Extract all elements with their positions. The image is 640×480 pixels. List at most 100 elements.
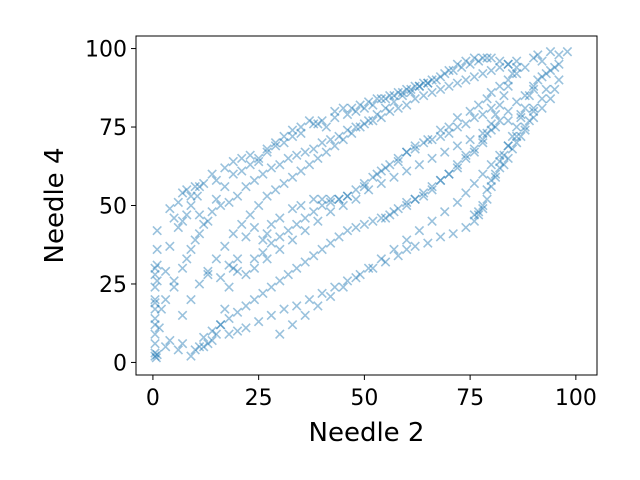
data-point <box>520 125 530 135</box>
data-point <box>154 323 165 333</box>
y-axis-ticks: 0 25 50 75 100 <box>85 38 136 376</box>
x-axis-ticks: 0 25 50 75 100 <box>146 375 597 411</box>
data-point <box>245 150 255 161</box>
data-point <box>444 65 454 76</box>
data-point <box>198 178 209 189</box>
data-point <box>192 191 203 201</box>
data-point <box>528 112 539 123</box>
data-point <box>418 188 429 198</box>
data-point <box>423 134 433 145</box>
data-point <box>325 197 336 208</box>
data-point <box>503 59 513 70</box>
data-point <box>482 94 492 104</box>
data-point <box>224 313 234 324</box>
data-point <box>224 282 234 292</box>
data-point <box>338 103 349 113</box>
data-point <box>270 141 281 151</box>
data-point <box>401 200 412 211</box>
data-point <box>355 100 365 110</box>
data-point <box>186 200 196 211</box>
y-tick-label: 100 <box>85 38 127 63</box>
data-point <box>342 191 353 201</box>
data-point <box>249 175 260 186</box>
data-point <box>150 338 160 349</box>
data-point <box>342 225 353 236</box>
data-point <box>516 131 526 142</box>
data-point <box>190 181 200 192</box>
data-point <box>351 272 361 283</box>
data-point <box>173 197 184 208</box>
data-point <box>151 352 162 363</box>
data-point <box>384 159 395 170</box>
data-point <box>486 103 497 113</box>
data-point <box>410 81 420 91</box>
data-point <box>528 84 539 95</box>
data-point <box>410 241 420 252</box>
data-point <box>330 112 340 123</box>
data-point <box>215 272 226 283</box>
data-point <box>165 335 175 346</box>
data-point <box>346 103 357 113</box>
data-point <box>203 266 213 277</box>
data-point <box>308 119 319 129</box>
data-point <box>160 266 171 277</box>
data-point <box>304 115 315 126</box>
data-point <box>469 147 480 157</box>
data-point <box>478 169 488 179</box>
data-point <box>160 294 171 305</box>
data-point <box>414 81 425 91</box>
data-point <box>211 175 222 186</box>
data-point <box>461 153 471 164</box>
data-point <box>228 228 239 239</box>
data-point <box>452 163 463 173</box>
data-point <box>177 216 188 226</box>
data-point <box>270 137 281 148</box>
data-point <box>478 137 488 148</box>
data-point <box>410 144 420 154</box>
data-point <box>499 150 509 161</box>
data-point <box>393 250 403 261</box>
data-point <box>169 282 179 292</box>
data-point <box>321 147 332 157</box>
data-point <box>194 279 205 289</box>
data-point <box>427 181 437 192</box>
data-point <box>444 169 454 179</box>
data-point <box>194 210 205 220</box>
data-point <box>317 244 327 255</box>
data-point <box>528 53 539 63</box>
data-point <box>338 282 349 292</box>
data-point <box>452 197 463 208</box>
data-point <box>401 166 412 176</box>
data-point <box>150 351 160 361</box>
y-tick-label: 75 <box>99 116 127 141</box>
data-point <box>296 128 306 139</box>
data-point <box>554 75 564 85</box>
data-point <box>368 263 378 274</box>
data-point <box>203 269 213 280</box>
data-point <box>397 90 408 101</box>
data-point <box>351 122 361 132</box>
data-point <box>380 163 391 173</box>
x-tick-label: 50 <box>350 386 378 411</box>
data-point <box>283 225 294 236</box>
data-point <box>549 62 560 73</box>
data-point <box>461 150 471 161</box>
data-point <box>334 131 344 142</box>
data-point <box>427 134 437 145</box>
data-point <box>220 241 230 252</box>
data-point <box>262 228 272 239</box>
data-point <box>186 351 196 361</box>
data-point <box>275 329 285 339</box>
data-point <box>435 175 446 186</box>
data-point <box>545 94 556 104</box>
data-point <box>325 134 336 145</box>
data-point <box>355 269 365 280</box>
data-point <box>448 65 458 76</box>
data-point <box>173 222 184 233</box>
data-point <box>207 326 217 336</box>
data-point <box>490 169 501 179</box>
data-point <box>444 122 454 132</box>
data-point <box>325 194 336 204</box>
data-point <box>245 159 255 170</box>
data-point <box>427 216 437 226</box>
